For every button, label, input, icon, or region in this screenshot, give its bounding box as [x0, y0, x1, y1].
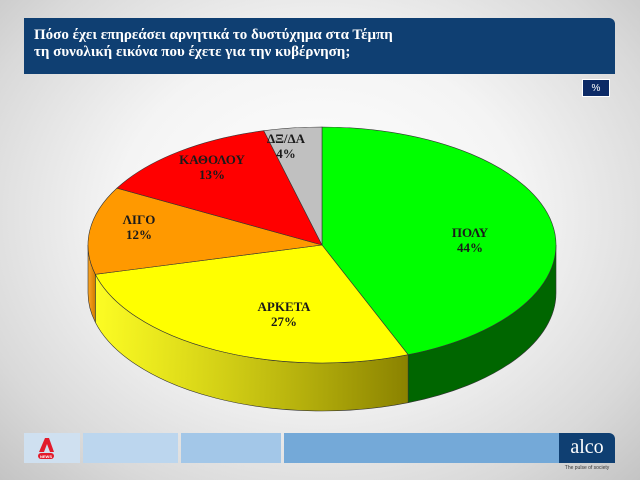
pie-slice-ΛΙΓΟ: [87, 187, 323, 275]
chart-title-line-2: τη συνολική εικόνα που έχετε για την κυβ…: [34, 44, 351, 60]
slice-label: ΑΡΚΕΤΑ 27%: [258, 299, 312, 329]
alco-tagline: The pulse of society: [564, 465, 610, 471]
pie-slice-ΠΟΛΥ: [321, 126, 557, 356]
unit-badge: %: [582, 79, 610, 97]
footer-segment-2: [83, 433, 178, 463]
slice-label: ΚΑΘΟΛΟΥ 13%: [179, 152, 245, 182]
slice-label: ΠΟΛΥ 44%: [452, 225, 489, 255]
pie-slices: [87, 126, 557, 364]
pie-slice-ΔΞ/ΔΑ: [263, 126, 323, 246]
pie-slice-ΑΡΚΕΤΑ: [94, 244, 409, 364]
chart-title-line-1: Πόσο έχει επηρεάσει αρνητικά το δυστύχημ…: [34, 27, 393, 43]
footer-segment-3: [181, 433, 281, 463]
alco-logo: alco: [559, 433, 615, 463]
chart-title-box: Πόσο έχει επηρεάσει αρνητικά το δυστύχημ…: [24, 18, 615, 74]
pie-labels: ΠΟΛΥ 44% ΑΡΚΕΤΑ 27% ΛΙΓΟ 12% ΚΑΘΟΛΟΥ 13% ΔΞ/ΔΑ 4%: [123, 131, 489, 329]
slice-label: ΛΙΓΟ 12%: [123, 212, 156, 242]
footer-segment-4: [284, 433, 580, 463]
slice-label: ΔΞ/ΔΑ 4%: [267, 131, 306, 161]
alpha-news-logo-icon: NEWS: [38, 438, 54, 459]
svg-text:NEWS: NEWS: [40, 454, 52, 459]
pie-slice-ΚΑΘΟΛΟΥ: [116, 130, 323, 246]
